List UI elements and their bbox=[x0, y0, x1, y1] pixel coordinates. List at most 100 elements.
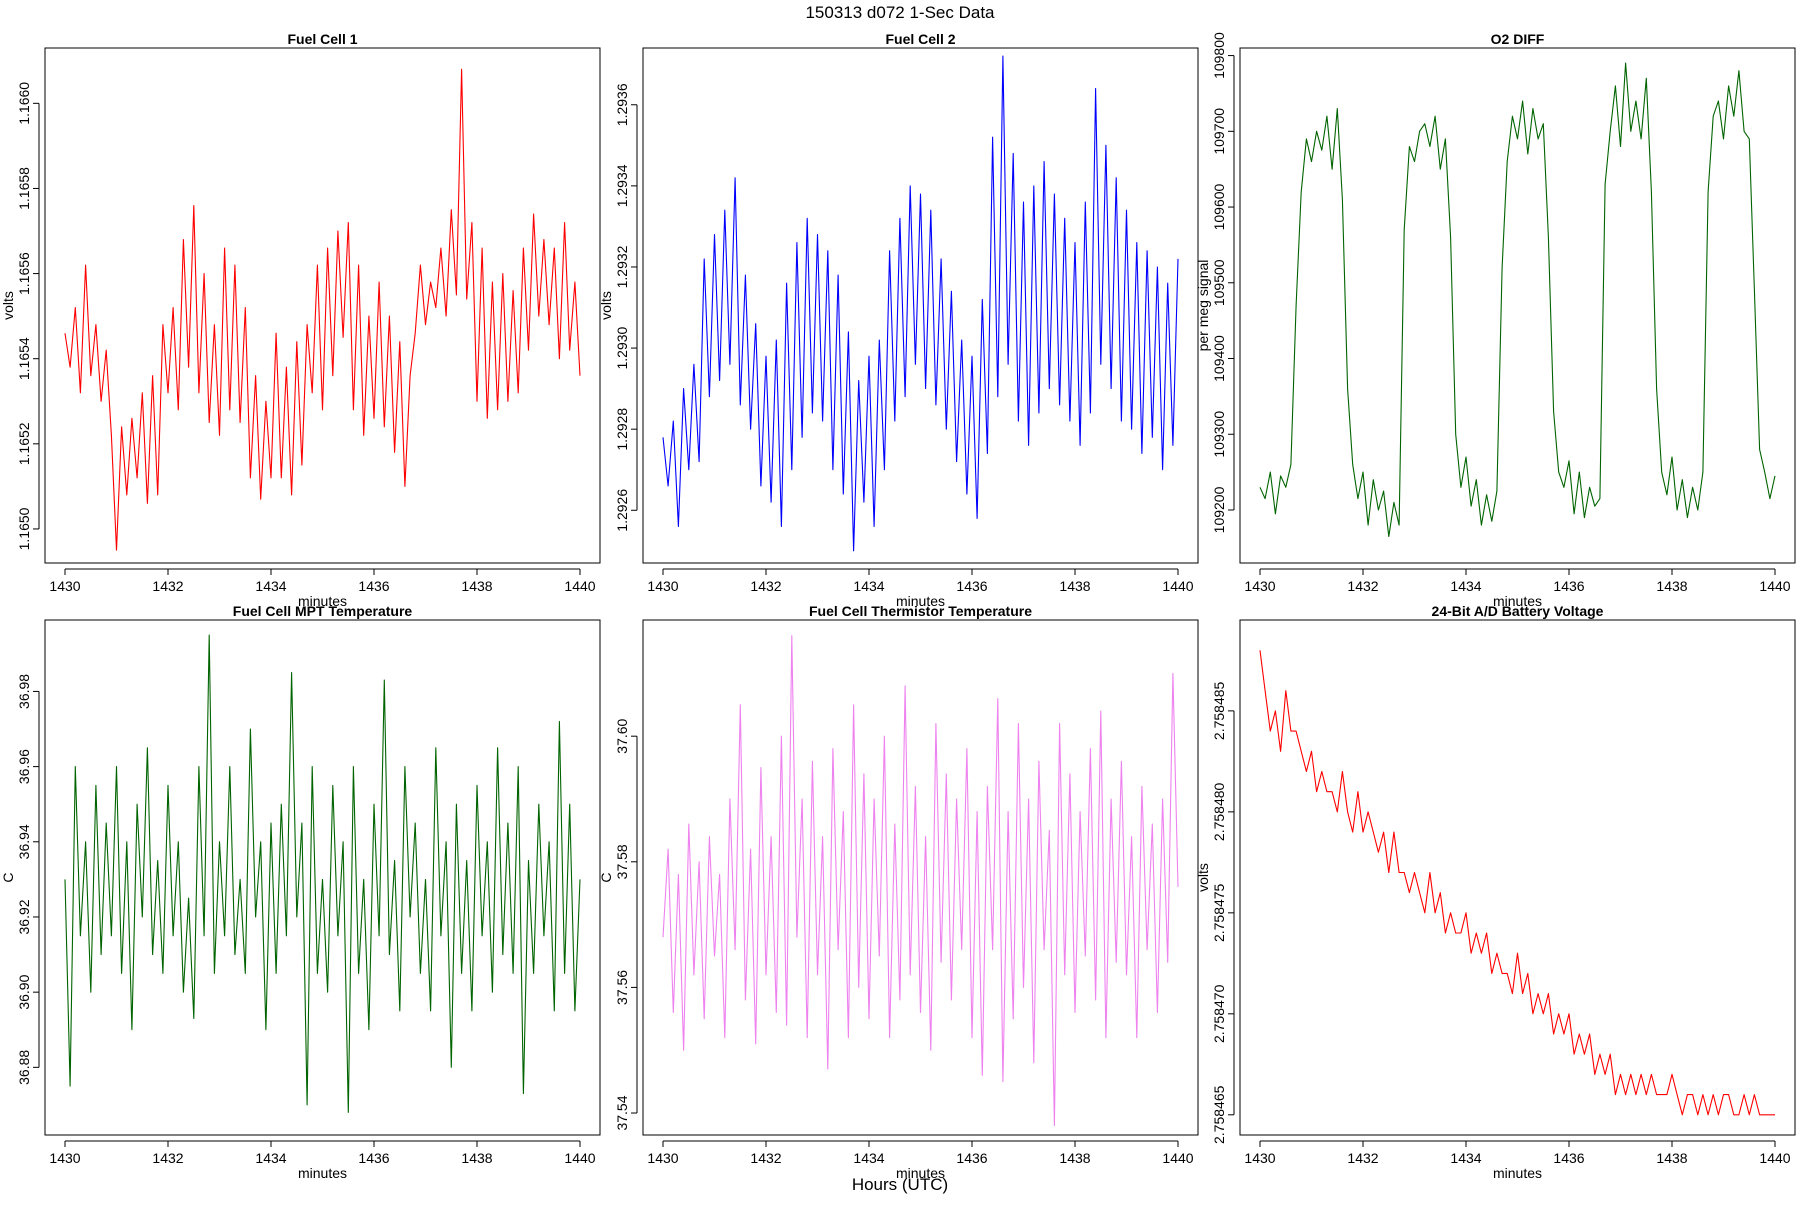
y-tick-label: 1.1656 bbox=[16, 252, 32, 295]
x-tick-label: 1438 bbox=[1059, 578, 1090, 594]
x-tick-label: 1440 bbox=[564, 578, 595, 594]
x-tick-label: 1440 bbox=[1759, 1150, 1790, 1166]
y-tick-label: 36.92 bbox=[16, 899, 32, 934]
y-axis-label: C bbox=[0, 872, 16, 882]
plot-frame bbox=[44, 619, 601, 1136]
x-tick-label: 1436 bbox=[956, 578, 987, 594]
y-tick-label: 37.58 bbox=[614, 844, 630, 879]
x-axis-label: minutes bbox=[896, 1165, 945, 1181]
x-tick-label: 1434 bbox=[255, 578, 286, 594]
y-tick-label: 109700 bbox=[1211, 108, 1227, 155]
x-tick-label: 1432 bbox=[750, 1150, 781, 1166]
y-tick-label: 1.1650 bbox=[16, 507, 32, 550]
x-tick-label: 1440 bbox=[1162, 1150, 1193, 1166]
y-tick-label: 36.88 bbox=[16, 1050, 32, 1085]
chart-panel-2: Fuel Cell 2 1430 1432 1434 1436 1438 1440 minut… bbox=[598, 31, 1199, 609]
plot-frame bbox=[44, 47, 601, 564]
x-tick-label: 1434 bbox=[1450, 1150, 1481, 1166]
y-tick-label: 109400 bbox=[1211, 335, 1227, 382]
x-tick-label: 1430 bbox=[1244, 1150, 1275, 1166]
series-line bbox=[1259, 650, 1775, 1116]
chart-panel-3: O2 DIFF 1430 1432 1434 1436 1438 1440 minutes 10… bbox=[1195, 31, 1796, 609]
y-tick-label: 1.2928 bbox=[614, 408, 630, 451]
figure-xlabel: Hours (UTC) bbox=[852, 1175, 948, 1194]
y-tick-label: 37.56 bbox=[614, 970, 630, 1005]
y-tick-label: 36.96 bbox=[16, 749, 32, 784]
x-tick-label: 1438 bbox=[1059, 1150, 1090, 1166]
x-tick-label: 1430 bbox=[49, 578, 80, 594]
plot-frame bbox=[1239, 47, 1796, 564]
y-tick-label: 109800 bbox=[1211, 32, 1227, 79]
x-tick-label: 1434 bbox=[255, 1150, 286, 1166]
y-tick-label: 36.90 bbox=[16, 974, 32, 1009]
x-axis-label: minutes bbox=[896, 593, 945, 609]
plot-frame bbox=[642, 47, 1199, 564]
panel-title: Fuel Cell MPT Temperature bbox=[233, 603, 413, 619]
x-tick-label: 1430 bbox=[49, 1150, 80, 1166]
series-line bbox=[1259, 62, 1776, 538]
y-tick-label: 37.54 bbox=[614, 1095, 630, 1130]
x-tick-label: 1440 bbox=[1162, 578, 1193, 594]
y-tick-label: 1.2930 bbox=[614, 326, 630, 369]
y-tick-label: 1.1660 bbox=[16, 82, 32, 125]
x-axis-label: minutes bbox=[1493, 593, 1542, 609]
panel-title: O2 DIFF bbox=[1491, 31, 1545, 47]
x-axis-label: minutes bbox=[298, 593, 347, 609]
y-axis-label: volts bbox=[1195, 863, 1211, 892]
y-tick-label: 109200 bbox=[1211, 486, 1227, 533]
x-tick-label: 1434 bbox=[853, 578, 884, 594]
x-tick-label: 1430 bbox=[647, 578, 678, 594]
x-tick-label: 1432 bbox=[1347, 578, 1378, 594]
plot-frame bbox=[1239, 619, 1796, 1136]
y-axis-label: volts bbox=[0, 291, 16, 320]
panel-title: Fuel Cell 2 bbox=[885, 31, 955, 47]
y-axis-label: volts bbox=[598, 291, 614, 320]
x-tick-label: 1438 bbox=[461, 578, 492, 594]
x-tick-label: 1436 bbox=[358, 578, 389, 594]
y-tick-label: 1.2926 bbox=[614, 489, 630, 532]
x-tick-label: 1434 bbox=[853, 1150, 884, 1166]
panel-title: Fuel Cell Thermistor Temperature bbox=[809, 603, 1032, 619]
x-tick-label: 1436 bbox=[956, 1150, 987, 1166]
y-tick-label: 1.1652 bbox=[16, 422, 32, 465]
x-tick-label: 1432 bbox=[1347, 1150, 1378, 1166]
x-tick-label: 1432 bbox=[152, 1150, 183, 1166]
y-tick-label: 1.2932 bbox=[614, 245, 630, 288]
y-tick-label: 36.94 bbox=[16, 824, 32, 859]
figure-title: 150313 d072 1-Sec Data bbox=[805, 3, 995, 22]
series-line bbox=[662, 635, 1179, 1127]
x-axis-label: minutes bbox=[1493, 1165, 1542, 1181]
y-tick-label: 36.98 bbox=[16, 674, 32, 709]
x-tick-label: 1438 bbox=[1656, 578, 1687, 594]
y-tick-label: 1.2936 bbox=[614, 83, 630, 126]
x-tick-label: 1436 bbox=[1553, 1150, 1584, 1166]
y-tick-label: 109300 bbox=[1211, 411, 1227, 458]
chart-panel-5: Fuel Cell Thermistor Temperature 1430 1432… bbox=[598, 603, 1199, 1181]
chart-panel-4: Fuel Cell MPT Temperature 1430 1432 1434 143… bbox=[0, 603, 601, 1181]
chart-panel-6: 24-Bit A/D Battery Voltage 1430 1432 1434 14… bbox=[1195, 603, 1796, 1181]
y-tick-label: 37.60 bbox=[614, 718, 630, 753]
x-tick-label: 1436 bbox=[358, 1150, 389, 1166]
x-tick-label: 1438 bbox=[461, 1150, 492, 1166]
plot-frame bbox=[642, 619, 1199, 1136]
y-tick-label: 2.758485 bbox=[1211, 681, 1227, 740]
y-tick-label: 2.758480 bbox=[1211, 782, 1227, 841]
series-line bbox=[64, 634, 581, 1113]
y-tick-label: 1.1658 bbox=[16, 167, 32, 210]
y-axis-label: C bbox=[598, 872, 614, 882]
x-tick-label: 1436 bbox=[1553, 578, 1584, 594]
y-tick-label: 2.758470 bbox=[1211, 984, 1227, 1043]
panel-title: Fuel Cell 1 bbox=[287, 31, 357, 47]
y-tick-label: 1.2934 bbox=[614, 164, 630, 207]
x-tick-label: 1430 bbox=[1244, 578, 1275, 594]
y-tick-label: 1.1654 bbox=[16, 337, 32, 380]
chart-panel-1: Fuel Cell 1 1430 1432 1434 1436 1438 1440 minut… bbox=[0, 31, 601, 609]
y-tick-label: 2.758475 bbox=[1211, 883, 1227, 942]
x-tick-label: 1438 bbox=[1656, 1150, 1687, 1166]
x-tick-label: 1434 bbox=[1450, 578, 1481, 594]
y-tick-label: 2.758465 bbox=[1211, 1085, 1227, 1144]
series-line bbox=[64, 68, 581, 551]
x-tick-label: 1430 bbox=[647, 1150, 678, 1166]
y-tick-label: 109500 bbox=[1211, 259, 1227, 306]
